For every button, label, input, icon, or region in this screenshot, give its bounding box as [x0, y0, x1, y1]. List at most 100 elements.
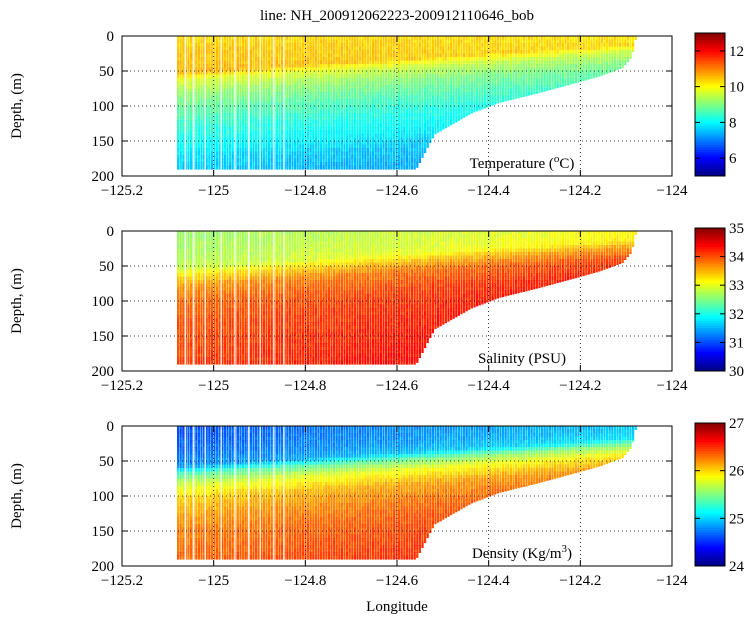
data-cell [182, 109, 185, 114]
data-cell [296, 148, 299, 153]
data-cell [239, 78, 242, 83]
data-cell [239, 144, 242, 149]
data-cell [278, 74, 281, 79]
data-cell [179, 102, 182, 107]
data-cell [229, 53, 232, 58]
data-cell [512, 67, 515, 72]
data-cell [239, 85, 242, 90]
data-cell [322, 95, 325, 100]
data-cell [431, 134, 434, 139]
data-cell [257, 85, 260, 90]
data-cell [392, 137, 395, 142]
data-cell [457, 109, 460, 114]
data-cell [507, 46, 510, 51]
data-cell [325, 151, 328, 156]
data-cell [520, 95, 523, 98]
data-cell [307, 162, 310, 167]
data-cell [179, 74, 182, 79]
data-cell [572, 46, 575, 51]
data-cell [325, 60, 328, 65]
data-cell [470, 99, 473, 104]
data-cell [239, 88, 242, 93]
data-cell [353, 50, 356, 55]
data-cell [403, 95, 406, 100]
data-cell [405, 57, 408, 62]
data-cell [398, 155, 401, 160]
data-cell [577, 39, 580, 44]
data-cell [231, 85, 234, 90]
data-cell [265, 155, 268, 160]
data-cell [320, 113, 323, 118]
data-cell [317, 43, 320, 48]
data-cell [413, 162, 416, 167]
data-cell [187, 36, 190, 41]
data-cell [530, 88, 533, 93]
data-cell [268, 57, 271, 62]
data-cell [382, 99, 385, 104]
data-cell [535, 67, 538, 72]
data-cell [275, 71, 278, 76]
data-cell [195, 158, 198, 163]
data-cell [304, 120, 307, 125]
data-cell [249, 43, 252, 48]
data-cell [372, 60, 375, 65]
data-cell [208, 130, 211, 135]
data-cell [338, 155, 341, 160]
data-cell [249, 74, 252, 79]
data-cell [343, 116, 346, 121]
data-cell [460, 116, 463, 120]
data-cell [200, 151, 203, 156]
data-cell [416, 43, 419, 48]
data-cell [382, 148, 385, 153]
data-cell [288, 134, 291, 139]
data-cell [405, 92, 408, 97]
data-cell [379, 39, 382, 44]
data-cell [340, 162, 343, 167]
data-cell [314, 165, 317, 170]
data-cell [611, 46, 614, 51]
data-cell [455, 74, 458, 79]
data-cell [603, 64, 606, 69]
data-cell [325, 81, 328, 86]
data-cell [366, 158, 369, 163]
data-cell [590, 74, 593, 79]
data-cell [528, 67, 531, 72]
data-cell [330, 134, 333, 139]
data-cell [229, 137, 232, 142]
data-cell [411, 102, 414, 107]
data-cell [413, 155, 416, 160]
data-cell [197, 141, 200, 146]
data-cell [522, 74, 525, 79]
data-cell [470, 53, 473, 58]
data-cell [333, 92, 336, 97]
data-cell [182, 39, 185, 44]
data-cell [450, 57, 453, 62]
data-cell [210, 36, 213, 41]
data-cell [218, 50, 221, 55]
data-cell [356, 162, 359, 167]
data-cell [239, 50, 242, 55]
data-cell [325, 127, 328, 132]
data-cell [444, 57, 447, 62]
data-cell [418, 92, 421, 97]
data-cell [515, 85, 518, 90]
data-cell [281, 88, 284, 93]
data-cell [314, 144, 317, 149]
data-cell [463, 113, 466, 118]
data-cell [187, 57, 190, 62]
data-cell [330, 60, 333, 65]
data-cell [268, 106, 271, 111]
data-cell [416, 155, 419, 160]
data-cell [197, 113, 200, 118]
data-cell [403, 39, 406, 44]
data-cell [611, 50, 614, 55]
data-cell [301, 137, 304, 142]
data-cell [330, 144, 333, 149]
data-cell [317, 158, 320, 163]
data-cell [187, 137, 190, 142]
data-cell [546, 67, 549, 72]
data-cell [294, 95, 297, 100]
data-cell [431, 78, 434, 83]
data-cell [205, 102, 208, 107]
data-cell [195, 106, 198, 111]
